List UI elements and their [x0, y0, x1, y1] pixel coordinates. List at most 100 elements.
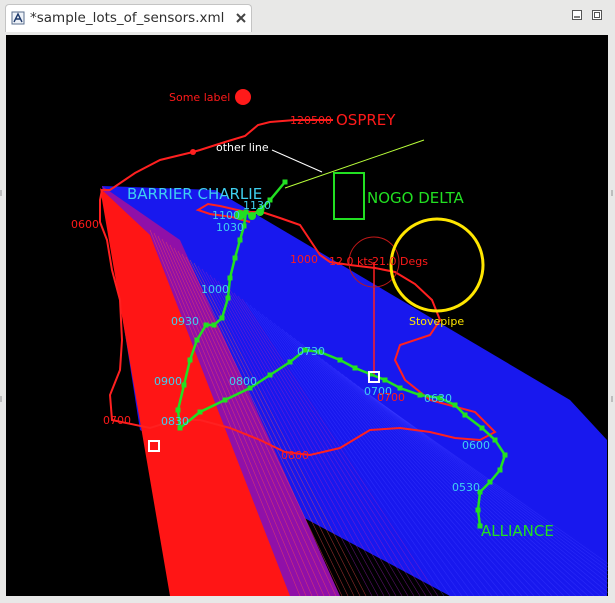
sash-marker — [611, 190, 613, 196]
sensor-ray — [157, 235, 313, 596]
map-app-icon — [11, 11, 25, 25]
sensor-ray — [205, 271, 385, 596]
sensor-ray — [301, 343, 529, 596]
alliance-cluster-marker — [256, 208, 264, 216]
alliance-track-point — [247, 385, 253, 391]
close-icon[interactable] — [235, 12, 247, 24]
sensor-ray — [257, 310, 463, 596]
alliance-track-point — [502, 452, 508, 458]
sensor-ray — [221, 283, 409, 596]
alliance-track — [175, 179, 508, 529]
sensor-fan-red — [100, 188, 290, 596]
alliance-track-point — [181, 382, 187, 388]
alliance-track-point — [177, 425, 183, 431]
osprey-time-label: 120500 — [290, 114, 332, 127]
alliance-track-point — [382, 377, 388, 383]
sensor-ray — [177, 250, 343, 596]
sensor-ray — [329, 364, 571, 596]
sensor-ray — [309, 349, 541, 596]
sensor-ray — [249, 304, 451, 596]
osprey-track-line — [99, 119, 497, 457]
sensor-fan-lines — [149, 229, 608, 596]
minimize-icon[interactable] — [571, 9, 583, 21]
alliance-time-label: 1130 — [243, 199, 271, 212]
sensor-ray — [225, 286, 415, 596]
alliance-track-point — [267, 372, 273, 378]
sensor-ray — [357, 385, 608, 594]
osprey-track — [99, 119, 497, 457]
alliance-track-point — [452, 402, 458, 408]
sensor-ray — [269, 319, 481, 596]
stovepipe-circle — [389, 217, 485, 313]
alliance-track-point — [475, 507, 481, 513]
stovepipe-label: Stovepipe — [409, 315, 464, 328]
sensor-ray — [369, 394, 608, 580]
alliance-track-point — [194, 337, 200, 343]
sensor-ray — [381, 403, 608, 568]
alliance-time-label: 1000 — [201, 283, 229, 296]
osprey-speed-ring — [348, 236, 400, 288]
labels-layer: Some label 120500 OSPREY other line BARR… — [71, 91, 554, 540]
sensor-ray — [385, 406, 608, 564]
osprey-time-label: 0700 — [103, 414, 131, 427]
editor-tab[interactable]: *sample_lots_of_sensors.xml — [5, 4, 252, 32]
sensor-ray — [317, 355, 553, 596]
alliance-track-point — [397, 385, 403, 391]
other-line-shape — [284, 139, 425, 189]
alliance-time-label: 0930 — [171, 315, 199, 328]
alliance-track-point — [211, 322, 217, 328]
maximize-icon[interactable] — [591, 9, 603, 21]
sensor-ray — [265, 316, 475, 596]
osprey-time-label: 1000 — [290, 253, 318, 266]
sensor-ray — [341, 373, 589, 596]
sensor-ray — [165, 241, 325, 596]
plot-svg[interactable]: Some label 120500 OSPREY other line BARR… — [6, 35, 608, 596]
sensor-ray — [277, 325, 493, 596]
nogo-delta-label: NOGO DELTA — [367, 189, 465, 207]
alliance-square-marker — [368, 371, 380, 383]
sensor-ray — [185, 256, 355, 596]
sensor-ray — [345, 376, 595, 596]
sensor-ray — [377, 400, 608, 572]
osprey-time-label: 0800 — [281, 449, 309, 462]
alliance-track-point — [237, 237, 243, 243]
shapes-layer — [235, 89, 485, 313]
alliance-track-point — [287, 359, 293, 365]
sensor-ray — [233, 292, 427, 596]
alliance-track-point — [477, 489, 483, 495]
alliance-time-label: 1100 — [212, 209, 240, 222]
sensor-ray — [253, 307, 457, 596]
alliance-track-point — [479, 425, 485, 431]
alliance-track-point — [219, 315, 225, 321]
some-label-dot — [235, 89, 251, 105]
alliance-time-label: 0900 — [154, 375, 182, 388]
alliance-track-point — [241, 223, 247, 229]
osprey-marker — [190, 149, 196, 155]
sensor-ray — [245, 301, 445, 596]
sensor-ray — [273, 322, 487, 596]
other-line-leader — [271, 149, 323, 173]
alliance-time-label: 0600 — [462, 439, 490, 452]
sensor-ray — [293, 337, 517, 596]
alliance-time-label: 0700 — [364, 385, 392, 398]
alliance-track-point — [317, 349, 323, 355]
sensor-ray — [321, 358, 559, 596]
alliance-track-point — [497, 467, 503, 473]
alliance-cluster-marker — [248, 212, 256, 220]
alliance-track-point — [492, 437, 498, 443]
osprey-time-label: 0700 — [377, 391, 405, 404]
barrier-charlie-label: BARRIER CHARLIE — [127, 185, 262, 203]
sensor-ray — [313, 352, 547, 596]
plot-canvas[interactable]: Some label 120500 OSPREY other line BARR… — [6, 35, 608, 596]
alliance-track-point — [197, 409, 203, 415]
sensor-ray — [217, 280, 403, 596]
sensor-ray — [197, 265, 373, 596]
alliance-track-point — [225, 295, 231, 301]
sensor-ray — [337, 370, 583, 596]
sash-marker — [611, 396, 613, 402]
sensor-ray — [229, 289, 421, 596]
alliance-track-point — [487, 479, 493, 485]
other-line-label: other line — [216, 141, 269, 154]
sensor-ray — [325, 361, 565, 596]
